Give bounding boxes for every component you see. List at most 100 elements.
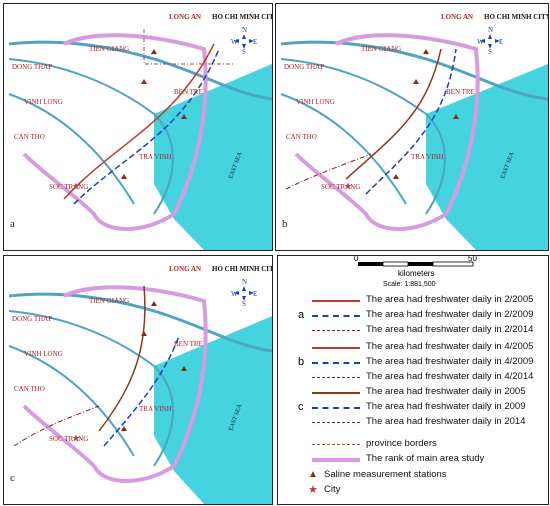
label-ben-tre: BEN TRE	[174, 88, 203, 96]
label-tra-vinh: TRA VINH	[139, 405, 172, 413]
compass-south-arrow	[488, 44, 492, 49]
compass-n: N	[242, 278, 247, 286]
scale-ratio-label: Scale: 1:881,500	[383, 281, 436, 288]
compass-e: E	[253, 290, 257, 298]
compass-east-arrow	[495, 39, 500, 43]
station-marker	[141, 79, 147, 84]
legend-row-main-area: The rank of main area study	[278, 453, 548, 467]
compass-n: N	[242, 26, 247, 34]
legend-row-b-1: The area had freshwater daily in 4/2005	[278, 341, 548, 355]
city-star-icon: ★	[344, 181, 352, 191]
compass-west-arrow	[234, 39, 239, 43]
station-marker	[393, 174, 399, 179]
legend-swatch-dashed	[312, 315, 360, 317]
label-soc-trang: SOC TRANG	[49, 183, 88, 191]
compass-south-arrow	[242, 296, 246, 301]
station-triangle-icon: ▲	[308, 469, 318, 480]
label-soc-trang: SOC TRANG	[49, 435, 88, 443]
label-can-tho: CAN THO	[286, 133, 317, 141]
legend-row-a-2: The area had freshwater daily in 2/2009	[278, 309, 548, 323]
legend-row-c-2: The area had freshwater daily in 2009	[278, 401, 548, 415]
scale-segment	[358, 262, 383, 266]
compass-w: W	[231, 290, 238, 298]
station-marker	[121, 174, 127, 179]
compass-east-arrow	[249, 39, 254, 43]
map-c-svg: LONG AN HO CHI MINH CITY TIEN GIANG DONG…	[8, 265, 272, 504]
label-long-an: LONG AN	[441, 13, 473, 21]
label-hcm: HO CHI MINH CITY	[484, 13, 548, 21]
label-tien-giang: TIEN GIANG	[89, 45, 129, 53]
label-vinh-long: VINH LONG	[24, 350, 63, 358]
station-marker	[121, 426, 127, 431]
compass-e: E	[499, 38, 503, 46]
legend-row-a-3: The area had freshwater daily in 2/2014	[278, 324, 548, 338]
compass-n: N	[488, 26, 493, 34]
legend-row-province-borders: province borders	[278, 438, 548, 452]
legend-row-b-2: The area had freshwater daily in 4/2009	[278, 356, 548, 370]
legend-swatch-main-area	[312, 458, 360, 462]
scale-segment	[382, 261, 409, 267]
label-can-tho: CAN THO	[14, 133, 45, 141]
compass-w: W	[231, 38, 238, 46]
station-marker	[181, 114, 187, 119]
map-panel-a: LONG AN HO CHI MINH CITY TIEN GIANG DONG…	[3, 3, 273, 251]
legend-group-c-label: c	[298, 401, 304, 413]
compass-north-arrow	[242, 286, 246, 291]
scale-segment	[432, 261, 474, 267]
compass-west-arrow	[234, 291, 239, 295]
station-marker	[141, 331, 147, 336]
map-panel-b: LONG AN HO CHI MINH CITY TIEN GIANG DONG…	[275, 3, 549, 251]
label-tien-giang: TIEN GIANG	[89, 297, 129, 305]
label-tra-vinh: TRA VINH	[411, 153, 444, 161]
label-ben-tre: BEN TRE	[446, 88, 475, 96]
compass-s: S	[488, 48, 492, 56]
legend-group-a-label: a	[298, 309, 305, 321]
scale-unit-label: kilometers	[398, 269, 434, 278]
station-marker	[413, 79, 419, 84]
compass-s: S	[242, 300, 246, 308]
legend-row-a-1: The area had freshwater daily in 2/2005	[278, 294, 548, 308]
sea-area	[154, 316, 272, 504]
label-can-tho: CAN THO	[14, 385, 45, 393]
compass-w: W	[477, 38, 484, 46]
map-a-svg: LONG AN HO CHI MINH CITY TIEN GIANG DONG…	[8, 13, 272, 250]
station-marker	[453, 114, 459, 119]
station-marker	[151, 301, 157, 306]
compass-east-arrow	[249, 291, 254, 295]
legend-row-b-3: The area had freshwater daily in 4/2014	[278, 371, 548, 385]
panel-label-a: a	[10, 218, 15, 230]
label-dong-thap: DONG THAP	[284, 63, 324, 71]
label-ben-tre: BEN TRE	[174, 340, 203, 348]
legend-group-b-label: b	[298, 356, 305, 368]
station-marker	[423, 49, 429, 54]
scale-segment	[408, 262, 433, 266]
legend-row-c-3: The area had freshwater daily in 2014	[278, 416, 548, 430]
compass-west-arrow	[480, 39, 485, 43]
panel-label-b: b	[282, 218, 288, 230]
legend-swatch-dashdot	[312, 330, 360, 331]
compass-s: S	[242, 48, 246, 56]
label-tra-vinh: TRA VINH	[139, 153, 172, 161]
station-marker	[181, 366, 187, 371]
scale-bar: 0 50 kilometers Scale: 1:881,500	[278, 254, 548, 300]
compass-north-arrow	[488, 34, 492, 39]
compass-south-arrow	[242, 44, 246, 49]
city-star-icon: ★	[72, 181, 80, 191]
label-vinh-long: VINH LONG	[24, 98, 63, 106]
legend-swatch-solid	[312, 300, 360, 302]
scale-start-label: 0	[354, 256, 359, 263]
label-dong-thap: DONG THAP	[12, 63, 52, 71]
panel-label-c: c	[10, 472, 15, 484]
map-b-svg: LONG AN HO CHI MINH CITY TIEN GIANG DONG…	[280, 13, 548, 250]
legend-row-c-1: The area had freshwater daily in 2005	[278, 386, 548, 400]
label-dong-thap: DONG THAP	[12, 315, 52, 323]
label-hcm: HO CHI MINH CITY	[212, 265, 272, 273]
label-vinh-long: VINH LONG	[296, 98, 335, 106]
scale-end-label: 50	[468, 256, 477, 263]
label-hcm: HO CHI MINH CITY	[212, 13, 272, 21]
compass-north-arrow	[242, 34, 246, 39]
sea-area	[426, 64, 548, 250]
sea-area	[154, 64, 272, 250]
legend-row-city: ★ City	[308, 484, 341, 496]
city-star-icon: ★	[72, 433, 80, 443]
